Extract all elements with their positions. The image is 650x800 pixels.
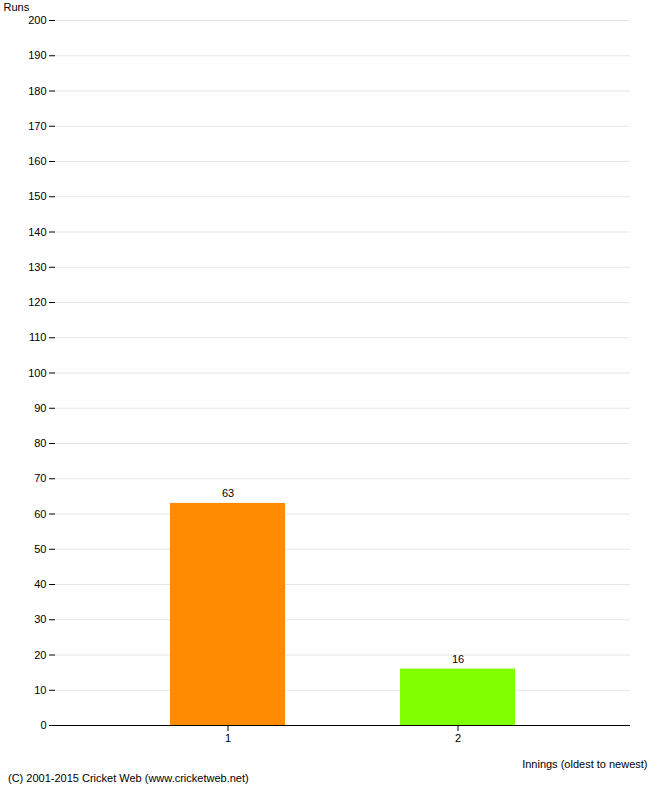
svg-text:100: 100: [28, 367, 46, 379]
svg-text:16: 16: [452, 653, 464, 665]
svg-text:50: 50: [34, 543, 46, 555]
svg-text:30: 30: [34, 613, 46, 625]
svg-text:200: 200: [28, 14, 46, 26]
svg-text:Innings (oldest to newest): Innings (oldest to newest): [522, 758, 647, 770]
svg-text:20: 20: [34, 649, 46, 661]
svg-text:2: 2: [455, 732, 461, 744]
svg-text:80: 80: [34, 437, 46, 449]
svg-text:1: 1: [225, 732, 231, 744]
svg-text:130: 130: [28, 261, 46, 273]
html-text:(C) 2001-2015 Cricket Web (www: (C) 2001-2015 Cricket Web (www.cricketwe…: [8, 772, 249, 784]
svg-text:63: 63: [222, 487, 234, 499]
svg-text:10: 10: [34, 684, 46, 696]
svg-text:0: 0: [40, 719, 46, 731]
svg-text:90: 90: [34, 402, 46, 414]
svg-text:60: 60: [34, 508, 46, 520]
svg-text:190: 190: [28, 49, 46, 61]
svg-text:140: 140: [28, 226, 46, 238]
svg-text:170: 170: [28, 120, 46, 132]
svg-text:120: 120: [28, 296, 46, 308]
svg-text:180: 180: [28, 85, 46, 97]
svg-text:150: 150: [28, 190, 46, 202]
svg-text:70: 70: [34, 472, 46, 484]
svg-text:160: 160: [28, 155, 46, 167]
svg-text:Runs: Runs: [4, 1, 30, 13]
svg-text:110: 110: [29, 331, 47, 343]
svg-text:40: 40: [34, 578, 46, 590]
